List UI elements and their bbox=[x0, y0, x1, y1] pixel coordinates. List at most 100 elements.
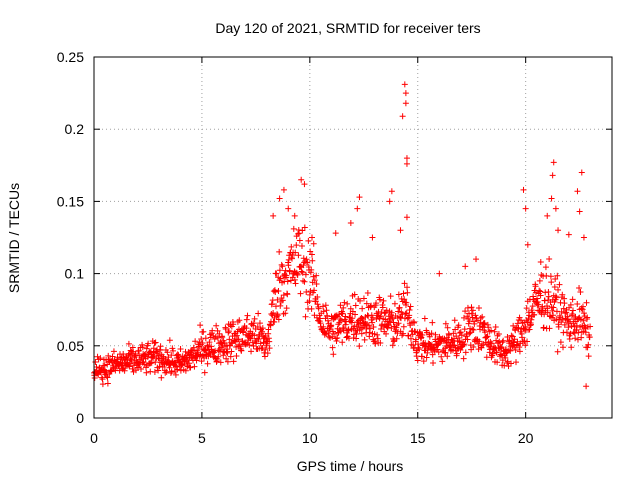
data-point bbox=[365, 312, 372, 319]
data-point bbox=[240, 325, 247, 332]
data-point bbox=[251, 332, 258, 339]
data-point bbox=[446, 332, 453, 339]
data-point bbox=[310, 240, 317, 247]
data-point bbox=[488, 327, 495, 334]
data-point bbox=[266, 345, 273, 352]
data-point bbox=[288, 243, 295, 250]
data-point bbox=[513, 359, 520, 366]
data-point bbox=[457, 329, 464, 336]
data-point bbox=[251, 315, 258, 322]
data-point bbox=[370, 323, 377, 330]
data-point bbox=[473, 256, 480, 263]
data-point bbox=[261, 353, 268, 360]
data-point bbox=[274, 312, 281, 319]
data-point bbox=[442, 320, 449, 327]
data-point bbox=[302, 271, 309, 278]
data-point bbox=[306, 297, 313, 304]
data-point bbox=[352, 302, 359, 309]
data-point bbox=[227, 353, 234, 360]
data-point bbox=[151, 368, 158, 375]
data-point bbox=[391, 300, 398, 307]
data-point bbox=[290, 225, 297, 232]
data-point bbox=[330, 351, 337, 358]
data-point bbox=[574, 301, 581, 308]
data-point bbox=[438, 353, 445, 360]
data-point bbox=[324, 317, 331, 324]
data-point bbox=[528, 316, 535, 323]
data-point bbox=[302, 313, 309, 320]
data-point bbox=[265, 326, 272, 333]
data-point bbox=[227, 322, 234, 329]
data-point bbox=[99, 381, 106, 388]
data-point bbox=[274, 296, 281, 303]
data-point bbox=[395, 320, 402, 327]
data-point bbox=[551, 283, 558, 290]
data-point bbox=[584, 344, 591, 351]
data-point bbox=[388, 309, 395, 316]
data-point bbox=[567, 318, 574, 325]
data-point bbox=[257, 340, 264, 347]
chart-title: Day 120 of 2021, SRMTID for receiver ter… bbox=[215, 20, 480, 36]
data-point bbox=[301, 224, 308, 231]
data-point bbox=[501, 362, 508, 369]
data-point bbox=[519, 334, 526, 341]
data-point bbox=[390, 319, 397, 326]
data-point bbox=[393, 335, 400, 342]
data-point bbox=[168, 352, 175, 359]
data-point bbox=[357, 297, 364, 304]
data-point bbox=[469, 307, 476, 314]
data-point bbox=[363, 300, 370, 307]
data-point bbox=[387, 293, 394, 300]
data-point bbox=[333, 338, 340, 345]
data-point bbox=[369, 234, 376, 241]
data-point bbox=[170, 347, 177, 354]
data-point bbox=[295, 230, 302, 237]
data-point bbox=[104, 374, 111, 381]
data-point bbox=[517, 317, 524, 324]
data-point bbox=[444, 353, 451, 360]
data-point bbox=[555, 323, 562, 330]
data-point bbox=[532, 283, 539, 290]
data-point bbox=[512, 327, 519, 334]
data-point bbox=[143, 369, 150, 376]
data-point bbox=[276, 267, 283, 274]
data-point bbox=[468, 304, 475, 311]
data-point bbox=[386, 198, 393, 205]
data-point bbox=[455, 322, 462, 329]
data-point bbox=[299, 269, 306, 276]
data-point bbox=[566, 336, 573, 343]
data-point bbox=[493, 349, 500, 356]
data-point bbox=[535, 301, 542, 308]
data-point bbox=[127, 355, 134, 362]
data-point bbox=[542, 264, 549, 271]
data-point bbox=[436, 270, 443, 277]
data-point bbox=[569, 296, 576, 303]
data-point bbox=[299, 227, 306, 234]
data-point bbox=[314, 301, 321, 308]
data-point bbox=[250, 320, 257, 327]
data-point bbox=[399, 113, 406, 120]
data-point bbox=[512, 346, 519, 353]
data-point bbox=[458, 332, 465, 339]
data-point bbox=[254, 335, 261, 342]
data-point bbox=[270, 212, 277, 219]
data-point bbox=[212, 347, 219, 354]
data-point bbox=[228, 348, 235, 355]
data-point bbox=[407, 335, 414, 342]
data-point bbox=[145, 340, 152, 347]
data-point bbox=[502, 354, 509, 361]
data-point bbox=[553, 316, 560, 323]
data-point bbox=[272, 289, 279, 296]
data-point bbox=[320, 323, 327, 330]
data-point bbox=[472, 312, 479, 319]
data-point bbox=[291, 276, 298, 283]
data-point bbox=[581, 310, 588, 317]
data-point bbox=[403, 160, 410, 167]
data-point bbox=[322, 302, 329, 309]
data-point bbox=[546, 255, 553, 262]
data-point bbox=[546, 325, 553, 332]
data-point bbox=[554, 272, 561, 279]
data-point bbox=[576, 284, 583, 291]
data-point bbox=[237, 343, 244, 350]
data-point bbox=[504, 359, 511, 366]
